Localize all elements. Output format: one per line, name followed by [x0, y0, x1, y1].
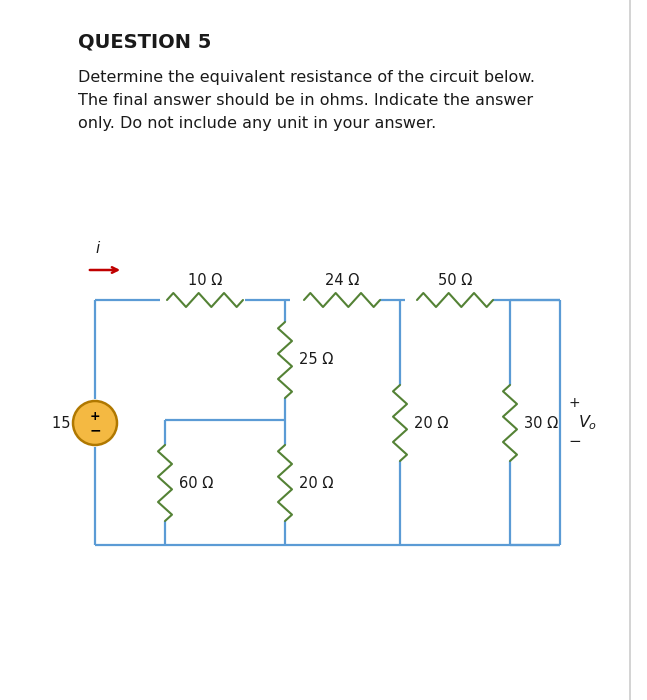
Text: 15 V: 15 V: [52, 416, 85, 430]
Text: −: −: [89, 423, 101, 437]
Text: Determine the equivalent resistance of the circuit below.: Determine the equivalent resistance of t…: [78, 70, 535, 85]
Text: −: −: [568, 433, 581, 449]
Text: +: +: [568, 396, 580, 410]
Text: The final answer should be in ohms. Indicate the answer: The final answer should be in ohms. Indi…: [78, 93, 533, 108]
Text: QUESTION 5: QUESTION 5: [78, 32, 212, 51]
Text: $i$: $i$: [95, 240, 101, 256]
Circle shape: [73, 401, 117, 445]
Text: 30 Ω: 30 Ω: [524, 416, 558, 430]
Text: only. Do not include any unit in your answer.: only. Do not include any unit in your an…: [78, 116, 436, 131]
Text: +: +: [90, 410, 100, 423]
Text: 24 Ω: 24 Ω: [325, 273, 359, 288]
Text: 25 Ω: 25 Ω: [299, 353, 333, 368]
Text: 20 Ω: 20 Ω: [299, 475, 333, 491]
Text: 60 Ω: 60 Ω: [179, 475, 214, 491]
Text: 10 Ω: 10 Ω: [188, 273, 222, 288]
Text: $V_o$: $V_o$: [578, 414, 597, 433]
Text: 20 Ω: 20 Ω: [414, 416, 448, 430]
Text: 50 Ω: 50 Ω: [438, 273, 472, 288]
